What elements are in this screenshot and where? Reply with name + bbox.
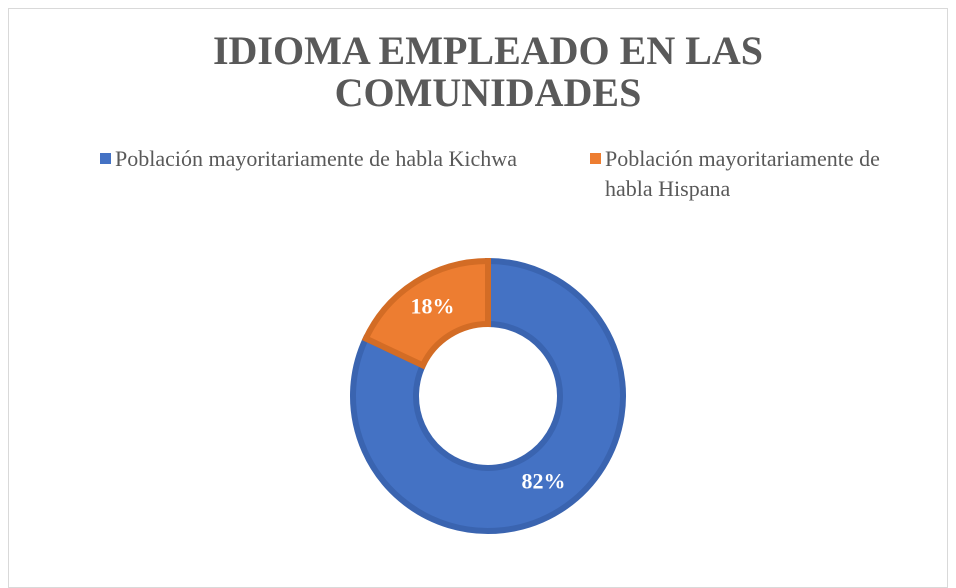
legend-swatch	[590, 153, 601, 164]
legend-entry: Población mayoritariamente de habla Hisp…	[590, 144, 890, 204]
legend-entry: Población mayoritariamente de habla Kich…	[100, 144, 590, 174]
chart-title: IDIOMA EMPLEADO EN LAS COMUNIDADES	[212, 28, 764, 115]
legend-label: Población mayoritariamente de habla Hisp…	[605, 146, 880, 201]
data-label: 18%	[411, 294, 455, 319]
legend-swatch	[100, 153, 111, 164]
legend-label: Población mayoritariamente de habla Kich…	[115, 146, 517, 171]
donut-slice	[350, 257, 626, 534]
donut-slice	[361, 257, 491, 370]
legend: Población mayoritariamente de habla Kich…	[100, 144, 900, 204]
data-label: 82%	[521, 468, 565, 493]
